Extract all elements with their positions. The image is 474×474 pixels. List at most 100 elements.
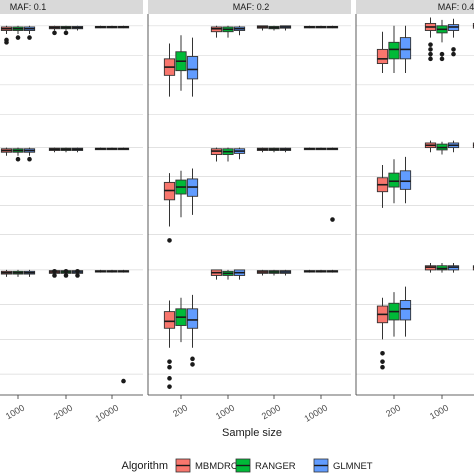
box-body xyxy=(399,300,412,321)
box-glmnet xyxy=(326,147,339,222)
facet-strip xyxy=(0,0,143,14)
outlier-point xyxy=(63,273,69,278)
box-mbmdrc xyxy=(0,147,13,156)
box-ranger xyxy=(175,35,187,91)
box-glmnet xyxy=(71,25,84,31)
box-ranger xyxy=(268,269,280,276)
box-glmnet xyxy=(117,25,130,29)
outlier-point xyxy=(380,364,385,370)
box-mbmdrc xyxy=(94,25,107,29)
outlier-point xyxy=(63,30,69,36)
legend-title: Algorithm xyxy=(122,460,168,472)
box-glmnet xyxy=(447,262,460,273)
outlier-point xyxy=(27,156,32,162)
box-ranger xyxy=(106,25,118,29)
box-mbmdrc xyxy=(48,25,61,36)
facet-panel xyxy=(356,14,474,395)
box-glmnet xyxy=(23,269,36,277)
outlier-point xyxy=(4,40,9,45)
box-mbmdrc xyxy=(210,269,223,280)
box-mbmdrc xyxy=(424,17,437,62)
facet-strip xyxy=(148,0,351,14)
outlier-point xyxy=(439,51,445,57)
box-ranger xyxy=(436,141,448,155)
box-ranger xyxy=(175,170,187,218)
x-tick-label: 1000 xyxy=(428,403,450,422)
box-ranger xyxy=(106,269,118,273)
box-glmnet xyxy=(399,156,412,204)
box-ranger xyxy=(106,147,118,151)
box-mbmdrc xyxy=(303,25,316,29)
box-mbmdrc xyxy=(256,269,269,276)
facet-panel xyxy=(0,14,143,395)
outlier-point xyxy=(428,47,433,52)
x-tick-label: 200 xyxy=(384,403,402,419)
legend-label-mbmdrc: MBMDRC xyxy=(195,461,238,472)
facet-strip-label: MAF: 0.4 xyxy=(438,2,474,12)
box-ranger xyxy=(268,25,280,31)
box-mbmdrc xyxy=(424,262,437,273)
box-mbmdrc xyxy=(424,140,437,153)
box-glmnet xyxy=(279,25,292,31)
outlier-point xyxy=(190,356,195,362)
box-mbmdrc xyxy=(163,43,176,97)
box-mbmdrc xyxy=(256,25,269,31)
box-mbmdrc xyxy=(163,300,176,389)
box-ranger xyxy=(436,262,448,273)
outlier-point xyxy=(190,362,195,367)
box-glmnet xyxy=(233,25,246,36)
box-glmnet xyxy=(117,269,130,384)
box-ranger xyxy=(12,25,24,40)
outlier-point xyxy=(428,42,433,47)
box-ranger xyxy=(268,147,280,153)
box-body xyxy=(399,37,412,60)
x-axis-ticks: 1000200010000200100020001000020010002000 xyxy=(4,395,450,424)
box-glmnet xyxy=(71,147,84,153)
box-mbmdrc xyxy=(0,269,13,277)
box-mbmdrc xyxy=(303,147,316,151)
box-mbmdrc xyxy=(376,165,389,208)
box-ranger xyxy=(222,269,234,280)
facet-strips: MAF: 0.1 MAF: 0.2 MAF: 0.4 xyxy=(0,0,474,14)
box-ranger xyxy=(388,25,400,73)
box-body xyxy=(388,41,400,60)
outlier-point xyxy=(167,384,172,389)
box-glmnet xyxy=(186,294,199,367)
outlier-point xyxy=(167,376,172,381)
outlier-point xyxy=(15,35,21,40)
legend: Algorithm MBMDRC RANGER GLMNET xyxy=(122,458,373,473)
x-tick-label: 1000 xyxy=(4,403,26,422)
box-glmnet xyxy=(447,18,460,57)
box-ranger xyxy=(222,25,234,38)
box-glmnet xyxy=(186,37,199,97)
box-ranger xyxy=(222,147,234,162)
box-ranger xyxy=(388,292,400,337)
box-ranger xyxy=(12,147,24,162)
box-body xyxy=(376,48,389,65)
box-glmnet xyxy=(233,269,246,280)
outlier-point xyxy=(27,35,32,40)
outlier-point xyxy=(428,56,433,62)
box-mbmdrc xyxy=(48,147,61,153)
box-glmnet xyxy=(23,25,36,40)
box-ranger xyxy=(388,159,400,204)
box-body xyxy=(186,56,199,80)
box-mbmdrc xyxy=(94,147,107,151)
outlier-point xyxy=(75,268,80,274)
box-glmnet xyxy=(71,268,84,278)
box-ranger xyxy=(175,297,187,343)
x-tick-label: 10000 xyxy=(94,403,121,424)
outlier-point xyxy=(63,268,69,274)
box-glmnet xyxy=(279,269,292,276)
box-mbmdrc xyxy=(94,269,107,273)
box-ranger xyxy=(12,269,24,277)
box-mbmdrc xyxy=(0,25,13,45)
facet-strip-label: MAF: 0.1 xyxy=(10,2,47,12)
box-glmnet xyxy=(326,269,339,273)
outlier-point xyxy=(167,238,172,243)
box-body xyxy=(186,308,199,329)
x-tick-label: 200 xyxy=(171,403,189,419)
legend-label-glmnet: GLMNET xyxy=(333,461,373,472)
outlier-point xyxy=(52,268,57,274)
box-glmnet xyxy=(233,147,246,160)
